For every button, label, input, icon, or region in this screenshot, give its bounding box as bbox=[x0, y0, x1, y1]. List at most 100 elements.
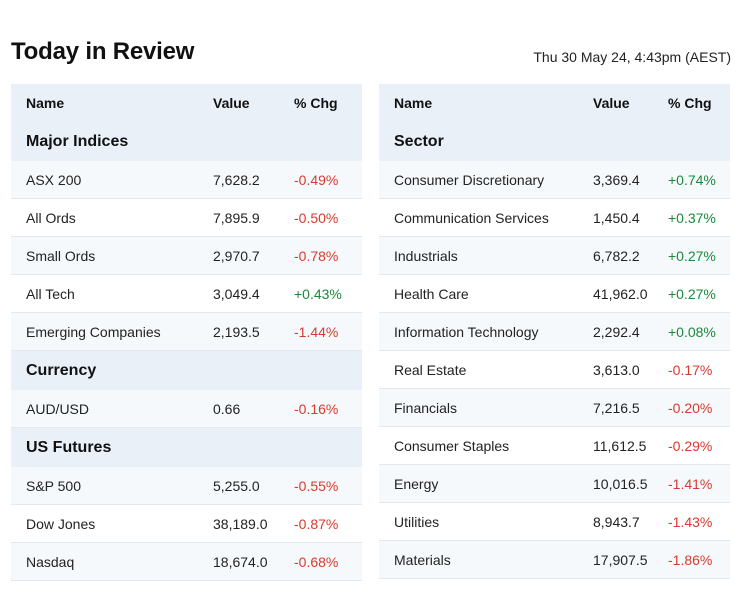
row-name: Information Technology bbox=[379, 312, 578, 351]
table-row: ASX 200 7,628.2 -0.49% bbox=[11, 161, 362, 199]
row-change: -0.68% bbox=[279, 542, 362, 581]
table-row: Materials 17,907.5 -1.86% bbox=[379, 540, 730, 579]
row-change: +0.08% bbox=[653, 312, 730, 351]
row-change: -1.86% bbox=[653, 540, 730, 579]
table-row: Communication Services 1,450.4 +0.37% bbox=[379, 198, 730, 237]
group-title: Sector bbox=[379, 122, 730, 161]
row-name: Health Care bbox=[379, 274, 578, 313]
row-value: 7,895.9 bbox=[198, 198, 279, 237]
value-column-header: Value bbox=[198, 84, 279, 122]
group-title: Currency bbox=[11, 350, 362, 390]
table-row: Dow Jones 38,189.0 -0.87% bbox=[11, 504, 362, 543]
row-change: -1.41% bbox=[653, 464, 730, 503]
row-name: All Ords bbox=[11, 198, 198, 237]
row-value: 0.66 bbox=[198, 390, 279, 428]
table-row: Information Technology 2,292.4 +0.08% bbox=[379, 312, 730, 351]
value-column-header: Value bbox=[578, 84, 653, 122]
row-value: 3,369.4 bbox=[578, 161, 653, 199]
row-value: 18,674.0 bbox=[198, 542, 279, 581]
row-change: -0.78% bbox=[279, 236, 362, 275]
table-row: All Tech 3,049.4 +0.43% bbox=[11, 274, 362, 313]
row-change: -0.55% bbox=[279, 467, 362, 505]
row-change: +0.27% bbox=[653, 236, 730, 275]
row-value: 6,782.2 bbox=[578, 236, 653, 275]
row-value: 17,907.5 bbox=[578, 540, 653, 579]
row-name: Consumer Staples bbox=[379, 426, 578, 465]
table-row: Financials 7,216.5 -0.20% bbox=[379, 388, 730, 427]
row-name: Consumer Discretionary bbox=[379, 161, 578, 199]
group-header-row: Sector bbox=[379, 122, 730, 161]
row-name: ASX 200 bbox=[11, 161, 198, 199]
row-name: AUD/USD bbox=[11, 390, 198, 428]
group-header-row: US Futures bbox=[11, 427, 362, 467]
change-column-header: % Chg bbox=[279, 84, 362, 122]
table-header-row: Name Value % Chg bbox=[11, 84, 362, 122]
group-title: Major Indices bbox=[11, 122, 362, 161]
table-row: Nasdaq 18,674.0 -0.68% bbox=[11, 542, 362, 581]
row-change: +0.74% bbox=[653, 161, 730, 199]
row-name: Industrials bbox=[379, 236, 578, 275]
table-row: Industrials 6,782.2 +0.27% bbox=[379, 236, 730, 275]
table-row: Utilities 8,943.7 -1.43% bbox=[379, 502, 730, 541]
row-change: -0.17% bbox=[653, 350, 730, 389]
row-name: Dow Jones bbox=[11, 504, 198, 543]
table-row: AUD/USD 0.66 -0.16% bbox=[11, 390, 362, 428]
row-change: +0.37% bbox=[653, 198, 730, 237]
row-change: -0.87% bbox=[279, 504, 362, 543]
table-row: All Ords 7,895.9 -0.50% bbox=[11, 198, 362, 237]
timestamp: Thu 30 May 24, 4:43pm (AEST) bbox=[533, 49, 731, 65]
table-row: Health Care 41,962.0 +0.27% bbox=[379, 274, 730, 313]
row-name: Financials bbox=[379, 388, 578, 427]
row-change: -0.20% bbox=[653, 388, 730, 427]
group-header-row: Major Indices bbox=[11, 122, 362, 161]
row-name: Utilities bbox=[379, 502, 578, 541]
row-name: All Tech bbox=[11, 274, 198, 313]
row-value: 2,193.5 bbox=[198, 312, 279, 351]
row-value: 10,016.5 bbox=[578, 464, 653, 503]
row-value: 3,613.0 bbox=[578, 350, 653, 389]
row-value: 8,943.7 bbox=[578, 502, 653, 541]
row-value: 7,216.5 bbox=[578, 388, 653, 427]
row-value: 38,189.0 bbox=[198, 504, 279, 543]
row-name: Energy bbox=[379, 464, 578, 503]
row-change: -0.50% bbox=[279, 198, 362, 237]
row-value: 5,255.0 bbox=[198, 467, 279, 505]
table-row: Consumer Discretionary 3,369.4 +0.74% bbox=[379, 161, 730, 199]
row-change: +0.27% bbox=[653, 274, 730, 313]
row-value: 2,292.4 bbox=[578, 312, 653, 351]
group-header-row: Currency bbox=[11, 350, 362, 390]
table-row: Small Ords 2,970.7 -0.78% bbox=[11, 236, 362, 275]
row-change: -1.44% bbox=[279, 312, 362, 351]
row-value: 1,450.4 bbox=[578, 198, 653, 237]
row-value: 2,970.7 bbox=[198, 236, 279, 275]
group-title: US Futures bbox=[11, 427, 362, 467]
row-change: -0.49% bbox=[279, 161, 362, 199]
row-value: 7,628.2 bbox=[198, 161, 279, 199]
change-column-header: % Chg bbox=[653, 84, 730, 122]
row-change: +0.43% bbox=[279, 274, 362, 313]
row-name: Nasdaq bbox=[11, 542, 198, 581]
row-name: Emerging Companies bbox=[11, 312, 198, 351]
table-row: Energy 10,016.5 -1.41% bbox=[379, 464, 730, 503]
row-value: 11,612.5 bbox=[578, 426, 653, 465]
name-column-header: Name bbox=[11, 84, 198, 122]
row-change: -0.16% bbox=[279, 390, 362, 428]
row-name: Materials bbox=[379, 540, 578, 579]
name-column-header: Name bbox=[379, 84, 578, 122]
indices-table: Name Value % Chg Major Indices ASX 200 7,6… bbox=[11, 84, 362, 581]
table-row: S&P 500 5,255.0 -0.55% bbox=[11, 467, 362, 505]
table-row: Emerging Companies 2,193.5 -1.44% bbox=[11, 312, 362, 351]
row-name: Communication Services bbox=[379, 198, 578, 237]
row-change: -1.43% bbox=[653, 502, 730, 541]
row-name: S&P 500 bbox=[11, 467, 198, 505]
sectors-table: Name Value % Chg Sector Consumer Discreti… bbox=[379, 84, 730, 579]
row-change: -0.29% bbox=[653, 426, 730, 465]
page-title: Today in Review bbox=[11, 38, 195, 65]
row-value: 41,962.0 bbox=[578, 274, 653, 313]
row-value: 3,049.4 bbox=[198, 274, 279, 313]
row-name: Small Ords bbox=[11, 236, 198, 275]
table-row: Real Estate 3,613.0 -0.17% bbox=[379, 350, 730, 389]
table-row: Consumer Staples 11,612.5 -0.29% bbox=[379, 426, 730, 465]
table-header-row: Name Value % Chg bbox=[379, 84, 730, 122]
row-name: Real Estate bbox=[379, 350, 578, 389]
